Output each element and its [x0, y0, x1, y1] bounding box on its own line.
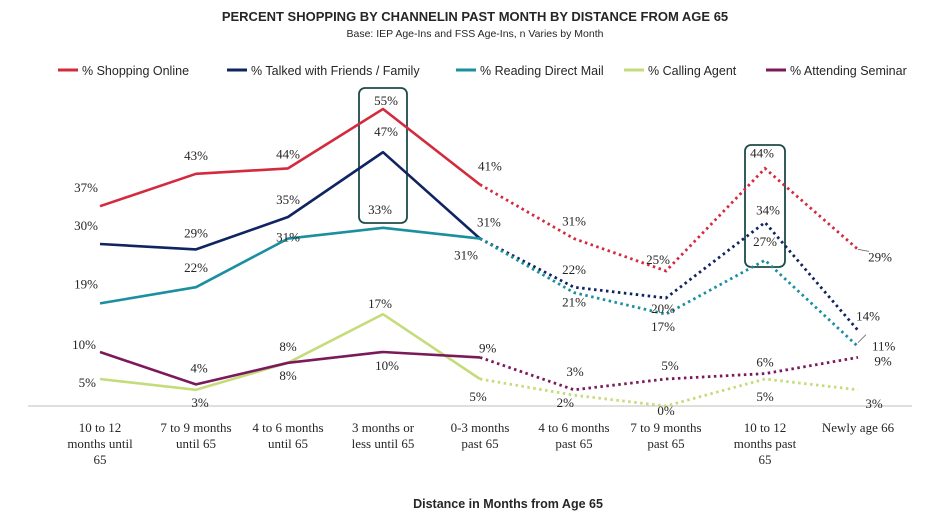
- data-label-mail-4: 31%: [454, 248, 478, 263]
- data-label-seminar-8: 9%: [874, 353, 892, 368]
- data-label-seminar-4: 9%: [479, 340, 497, 355]
- data-label-friends-4: 31%: [477, 215, 501, 230]
- data-label-online-5: 31%: [562, 214, 586, 229]
- series-line-online-dotted: [479, 166, 859, 273]
- series-line-mail-solid: [99, 226, 481, 305]
- data-label-agent-4: 5%: [469, 389, 487, 404]
- series-line-friends-solid: [99, 150, 481, 251]
- data-label-seminar-3: 10%: [375, 358, 399, 373]
- data-label-seminar-0: 10%: [72, 337, 96, 352]
- series-line-seminar-dotted: [479, 356, 859, 392]
- data-label-friends-3: 47%: [374, 124, 398, 139]
- leader-line-mail: [857, 334, 867, 343]
- data-label-mail-0: 19%: [74, 276, 98, 291]
- data-label-agent-0: 5%: [79, 375, 97, 390]
- data-label-online-3: 55%: [374, 93, 398, 108]
- legend-label-friends: % Talked with Friends / Family: [251, 64, 420, 78]
- x-tick-label-2: 4 to 6 months until 65: [252, 420, 323, 451]
- data-label-friends-8: 14%: [856, 308, 880, 323]
- data-label-agent-6: 0%: [657, 403, 675, 418]
- legend-label-seminar: % Attending Seminar: [790, 64, 907, 78]
- data-label-online-4: 41%: [478, 159, 502, 174]
- chart-subtitle: Base: IEP Age-Ins and FSS Age-Ins, n Var…: [346, 28, 603, 40]
- legend-label-agent: % Calling Agent: [648, 64, 737, 78]
- data-label-mail-1: 22%: [184, 260, 208, 275]
- data-label-online-7: 44%: [750, 145, 774, 160]
- series-line-online-solid: [99, 107, 481, 208]
- series-line-agent-dotted: [479, 377, 859, 408]
- x-tick-label-4: 0-3 months past 65: [451, 420, 510, 451]
- data-label-mail-8: 11%: [872, 339, 896, 354]
- data-label-agent-2: 8%: [279, 339, 297, 354]
- x-tick-label-6: 7 to 9 months past 65: [630, 420, 701, 451]
- data-label-agent-8: 3%: [865, 396, 883, 411]
- x-tick-labels: 10 to 12 months until 65 7 to 9 months until…: [67, 420, 894, 467]
- legend-label-mail: % Reading Direct Mail: [480, 64, 604, 78]
- x-tick-label-0: 10 to 12 months until 65: [67, 420, 133, 467]
- data-label-online-8: 29%: [868, 249, 892, 264]
- data-label-seminar-2: 8%: [279, 368, 297, 383]
- leader-line-online: [857, 249, 870, 252]
- data-label-seminar-6: 5%: [661, 358, 679, 373]
- x-tick-label-3: 3 months or less until 65: [352, 420, 415, 451]
- data-label-seminar-5: 3%: [566, 364, 584, 379]
- data-label-friends-5: 22%: [562, 262, 586, 277]
- x-tick-label-1: 7 to 9 months until 65: [160, 420, 231, 451]
- data-label-seminar-7: 6%: [756, 355, 774, 370]
- x-tick-label-5: 4 to 6 months past 65: [538, 420, 609, 451]
- data-label-friends-7: 34%: [756, 202, 780, 217]
- data-label-friends-6: 20%: [651, 301, 675, 316]
- data-label-seminar-1: 4%: [190, 360, 208, 375]
- x-axis-title: Distance in Months from Age 65: [413, 497, 603, 511]
- series-lines: [99, 107, 870, 408]
- data-label-agent-5: 2%: [557, 395, 575, 410]
- x-tick-label-8: Newly age 66: [822, 420, 895, 435]
- data-label-friends-0: 30%: [74, 218, 98, 233]
- data-label-online-0: 37%: [74, 180, 98, 195]
- data-labels: 37% 43% 44% 55% 41% 31% 25% 44% 29% 30% 29% 35% 47% 3…: [72, 93, 895, 418]
- data-label-agent-3: 17%: [368, 296, 392, 311]
- highlight-boxes: [358, 87, 786, 268]
- series-line-seminar-solid: [99, 350, 481, 386]
- data-label-mail-7: 27%: [753, 234, 777, 249]
- series-line-mail-dotted: [479, 237, 859, 348]
- data-label-agent-7: 5%: [756, 389, 774, 404]
- series-line-friends-dotted: [479, 220, 860, 332]
- legend: % Shopping Online % Talked with Friends /…: [58, 64, 907, 78]
- data-label-mail-2: 31%: [276, 230, 300, 245]
- data-label-friends-2: 35%: [276, 192, 300, 207]
- legend-label-online: % Shopping Online: [82, 64, 189, 78]
- data-label-agent-1: 3%: [191, 395, 209, 410]
- data-label-online-1: 43%: [184, 148, 208, 163]
- data-label-mail-5: 21%: [562, 295, 586, 310]
- chart-title: PERCENT SHOPPING BY CHANNELIN PAST MONTH…: [222, 9, 728, 24]
- data-label-mail-6: 17%: [651, 319, 675, 334]
- data-label-friends-1: 29%: [184, 225, 208, 240]
- highlight-box-2: [744, 144, 786, 268]
- highlight-box-1: [358, 87, 408, 224]
- data-label-online-6: 25%: [646, 252, 670, 267]
- data-label-online-2: 44%: [276, 146, 300, 161]
- data-label-mail-3: 33%: [368, 202, 392, 217]
- x-tick-label-7: 10 to 12 months past 65: [734, 420, 797, 467]
